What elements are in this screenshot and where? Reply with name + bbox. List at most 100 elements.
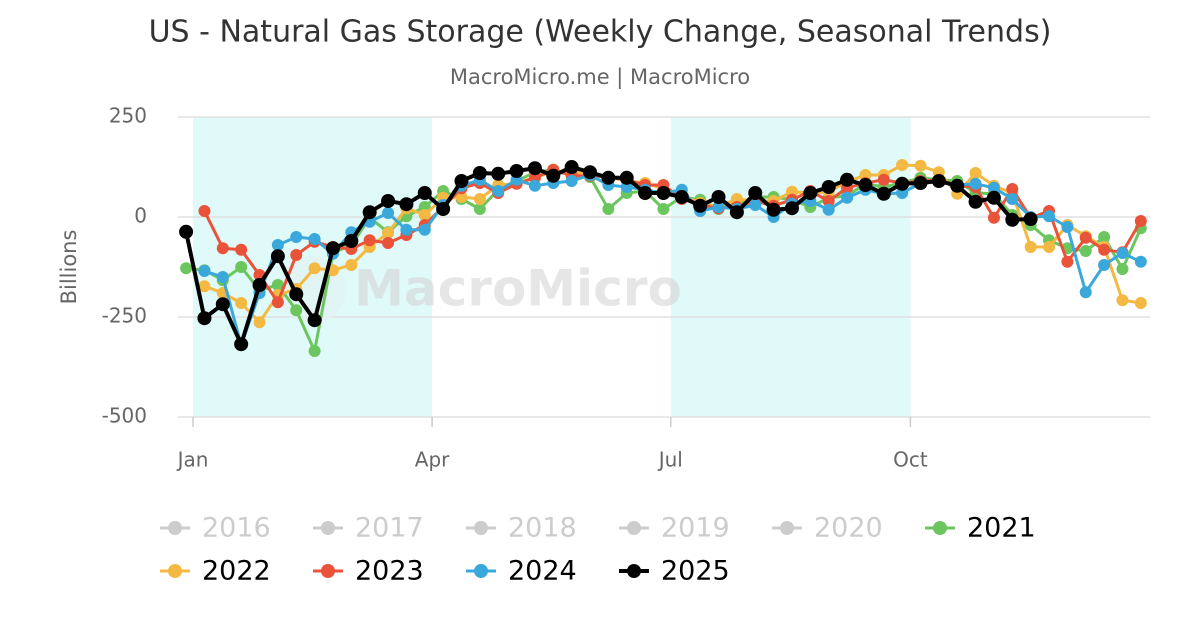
data-point (345, 259, 358, 271)
data-point (693, 198, 708, 213)
data-point (601, 170, 616, 185)
data-point (363, 234, 376, 247)
data-point (931, 174, 946, 188)
legend-label: 2020 (814, 513, 883, 544)
legend-marker (321, 564, 335, 578)
data-point (527, 161, 542, 176)
data-point (1043, 210, 1056, 223)
data-point (252, 278, 267, 292)
data-point (289, 287, 304, 302)
data-point (656, 186, 671, 200)
data-point (197, 311, 212, 326)
data-point (841, 191, 854, 204)
data-point (472, 166, 487, 180)
data-point (473, 203, 486, 215)
data-point (565, 175, 578, 187)
data-point (987, 181, 1000, 194)
data-point (1006, 183, 1019, 195)
legend-marker (627, 564, 641, 578)
data-point (602, 203, 615, 215)
data-point (271, 279, 284, 291)
data-point (1024, 241, 1037, 253)
data-point (215, 297, 230, 312)
legend-item[interactable]: 2025 (619, 556, 730, 587)
data-point (509, 164, 524, 178)
data-point (454, 174, 469, 188)
data-point (307, 313, 322, 328)
data-point (619, 170, 634, 185)
data-point (821, 180, 836, 194)
legend-label: 2017 (355, 513, 424, 544)
data-point (270, 249, 285, 264)
data-point (362, 205, 377, 220)
data-point (253, 316, 266, 329)
data-point (400, 223, 413, 236)
legend-marker (627, 521, 641, 535)
data-point (1116, 247, 1129, 259)
legend-label: 2019 (661, 513, 730, 544)
legend-item[interactable]: 2022 (160, 556, 271, 587)
data-point (1006, 193, 1019, 205)
x-tick-label: Oct (893, 448, 928, 472)
data-point (491, 166, 506, 181)
data-point (399, 197, 414, 212)
data-point (418, 223, 431, 236)
data-point (473, 193, 486, 205)
data-point (492, 185, 505, 197)
data-point (877, 173, 890, 186)
data-point (986, 190, 1001, 205)
data-point (987, 211, 1000, 224)
data-point (528, 179, 541, 192)
data-point (381, 194, 396, 208)
data-point (803, 186, 818, 200)
data-point (712, 201, 725, 213)
legend-item[interactable]: 2019 (619, 513, 730, 544)
data-point (711, 190, 726, 204)
legend-label: 2022 (202, 556, 271, 587)
x-tick-label: Apr (415, 448, 450, 472)
legend-label: 2024 (508, 556, 577, 587)
data-point (235, 261, 248, 273)
data-point (638, 186, 653, 200)
data-point (235, 243, 248, 256)
data-point (913, 176, 928, 190)
data-point (950, 178, 965, 193)
watermark: MacroMicro (354, 260, 682, 318)
data-point (564, 160, 579, 174)
data-point (1043, 241, 1056, 253)
legend-label: 2025 (661, 556, 730, 587)
data-point (198, 265, 211, 277)
legend-item[interactable]: 2017 (313, 513, 424, 544)
data-point (382, 207, 395, 219)
data-point (216, 242, 229, 255)
data-point (271, 296, 284, 309)
data-point (840, 172, 855, 187)
legend-marker (933, 521, 947, 535)
data-point (1005, 212, 1020, 227)
plot-band (670, 117, 911, 417)
legend-marker (474, 564, 488, 578)
legend-label: 2018 (508, 513, 577, 544)
data-point (308, 262, 321, 275)
data-point (876, 186, 891, 201)
legend-item[interactable]: 2021 (925, 513, 1036, 544)
x-tick-label: Jan (176, 448, 209, 472)
legend-marker (168, 521, 182, 535)
data-point (914, 159, 927, 172)
data-point (1134, 255, 1147, 268)
data-point (968, 194, 983, 209)
data-point (417, 186, 432, 200)
data-point (1134, 215, 1147, 227)
data-point (729, 205, 744, 220)
legend-item[interactable]: 2024 (466, 556, 577, 587)
data-point (895, 176, 910, 191)
plot-bands (193, 117, 911, 417)
legend-item[interactable]: 2016 (160, 513, 271, 544)
data-point (749, 199, 762, 211)
data-point (674, 190, 689, 204)
legend-item[interactable]: 2018 (466, 513, 577, 544)
data-point (1079, 245, 1092, 257)
legend-item[interactable]: 2023 (313, 556, 424, 587)
legend-item[interactable]: 2020 (772, 513, 883, 544)
data-point (1116, 263, 1129, 275)
